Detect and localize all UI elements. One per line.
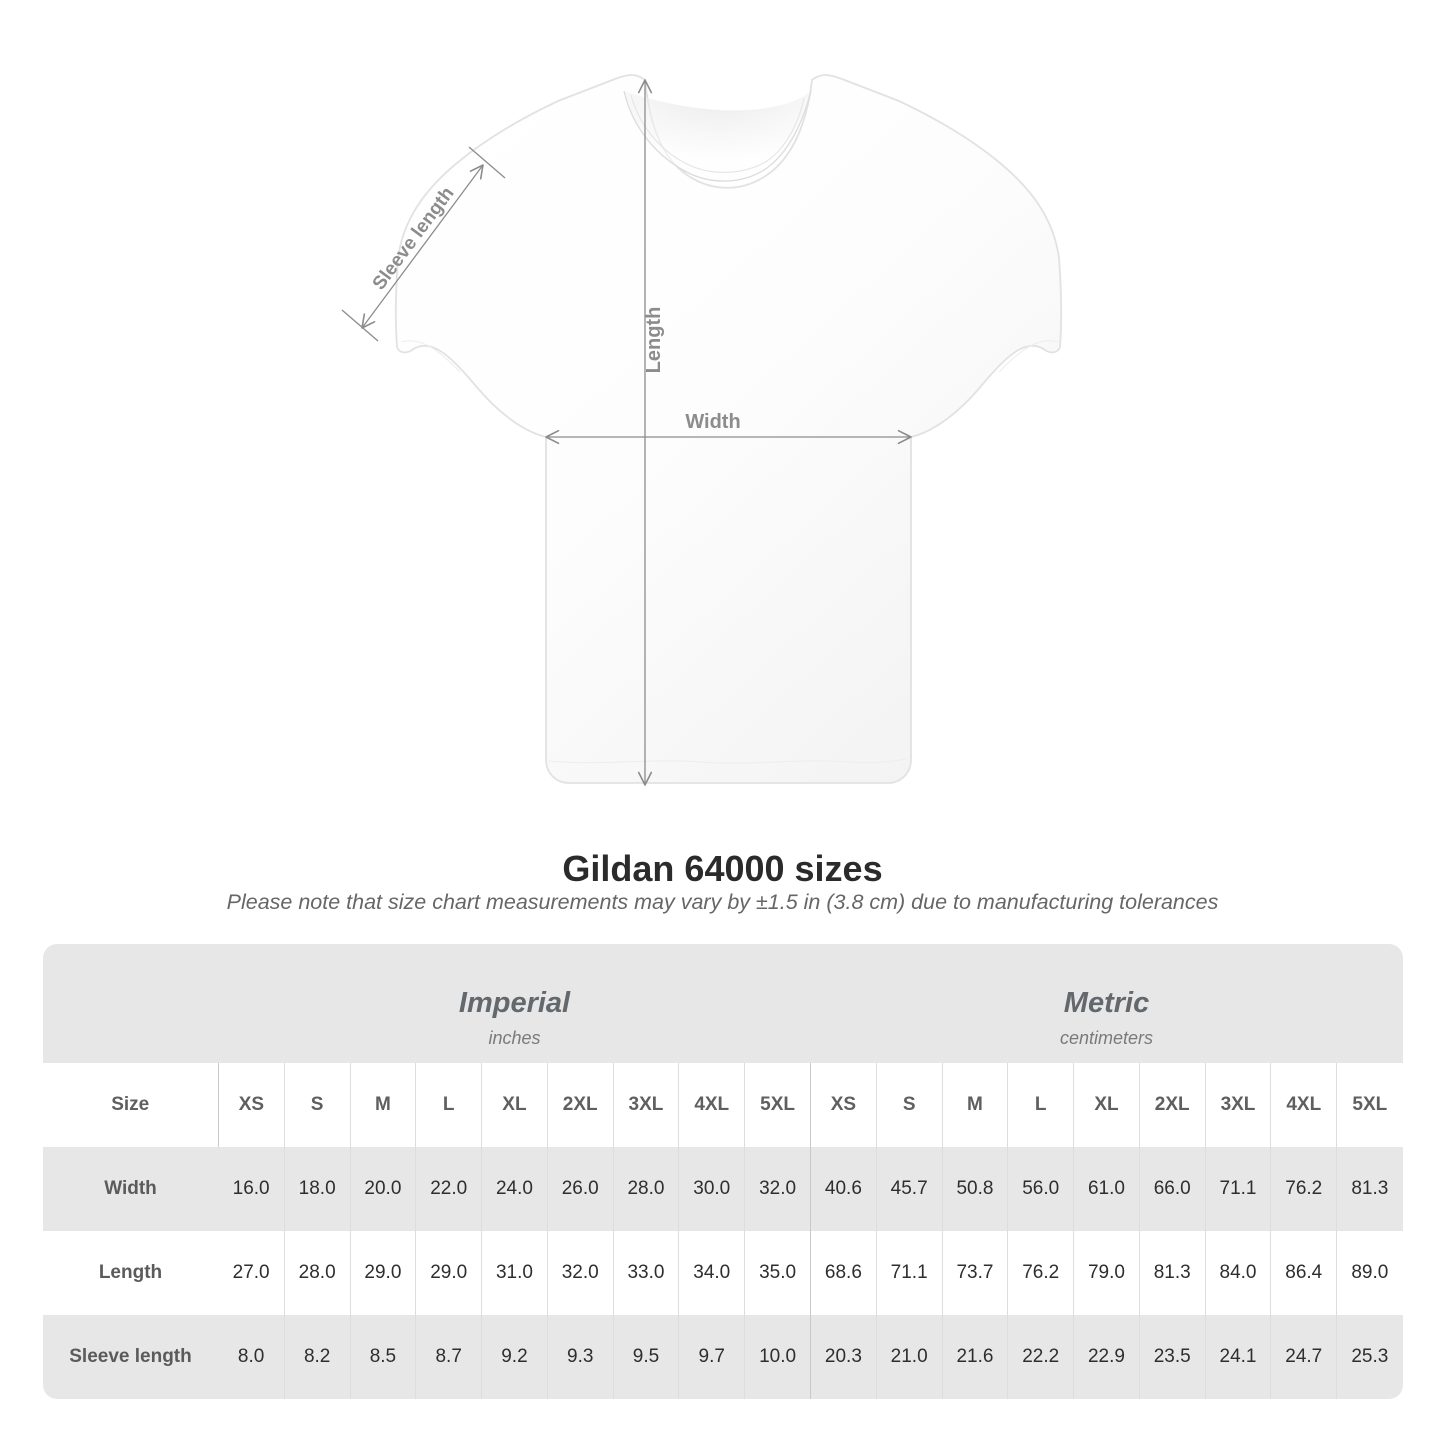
svg-text:Length: Length bbox=[643, 307, 665, 374]
svg-text:Width: Width bbox=[685, 411, 740, 433]
